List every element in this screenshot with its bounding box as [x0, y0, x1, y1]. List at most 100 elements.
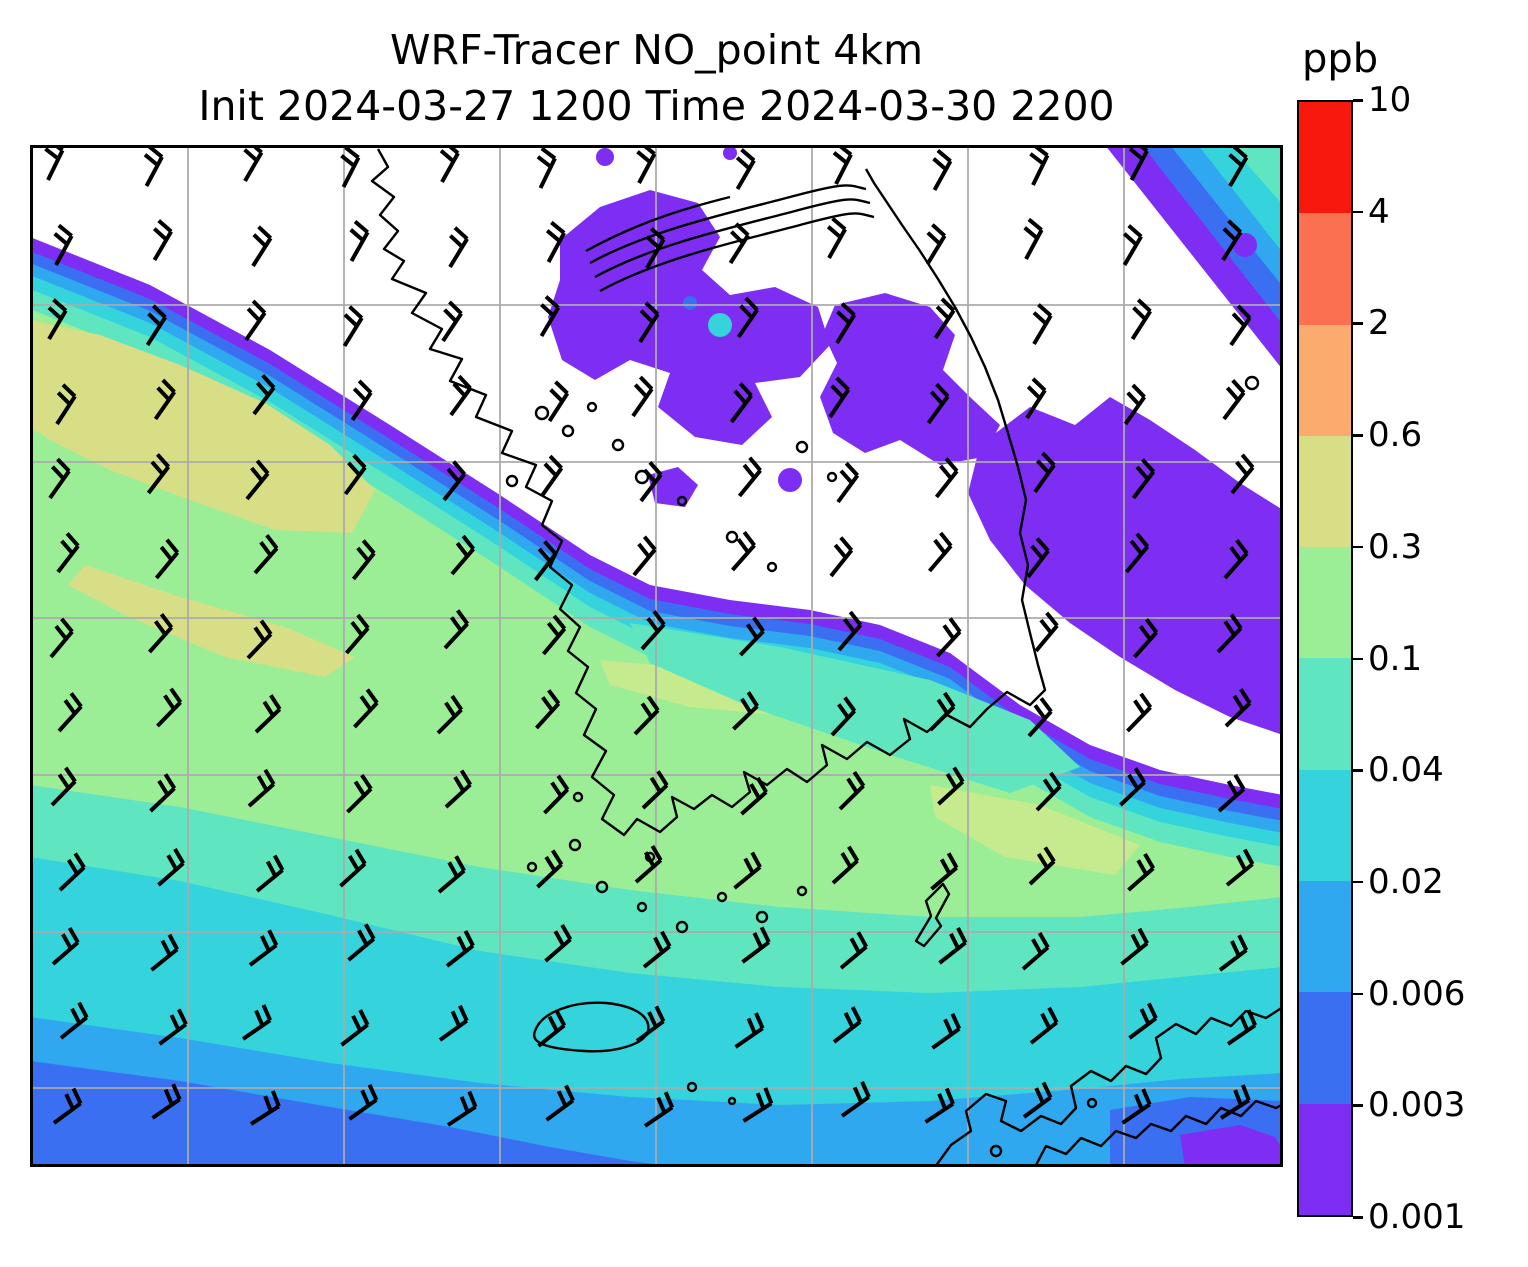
wind-barb [734, 1012, 765, 1049]
colorbar-tick-label: 2 [1368, 303, 1390, 344]
wind-barb [741, 926, 771, 964]
wind-barb [351, 539, 376, 581]
wind-barb [832, 1006, 862, 1044]
wind-barb [931, 1012, 962, 1050]
wind-barb [1026, 537, 1050, 579]
wind-barb [442, 460, 466, 502]
colorbar-segment [1299, 658, 1351, 770]
wind-barb [50, 766, 77, 807]
colorbar-segment [1299, 435, 1351, 548]
wind-barb [1028, 846, 1056, 886]
wind-barb [826, 217, 847, 259]
wind-barb [157, 847, 186, 887]
wind-barb [53, 223, 74, 266]
wind-barb [1120, 927, 1149, 966]
wind-barb [154, 538, 180, 580]
wind-barb [1223, 538, 1249, 580]
colorbar-segment [1299, 1103, 1351, 1215]
wind-barb [640, 610, 666, 651]
wind-barb [938, 927, 968, 965]
wind-barb [543, 774, 570, 815]
wind-barb [342, 305, 364, 348]
wind-barb [541, 614, 567, 656]
colorbar-tick-label: 0.3 [1368, 526, 1423, 567]
wind-barb [437, 855, 466, 894]
wind-barb [146, 453, 171, 495]
colorbar-tickmark [1353, 880, 1363, 884]
plot-subtitle: Init 2024-03-27 1200 Time 2024-03-30 220… [198, 82, 1115, 130]
wind-barb [740, 776, 768, 816]
colorbar-tickmark [1353, 434, 1363, 437]
wind-barb [1035, 771, 1062, 812]
wind-barb [641, 770, 669, 810]
wind-barb [55, 383, 77, 426]
wind-barb [535, 689, 561, 730]
coastlines [370, 148, 1283, 1167]
wind-barb [929, 691, 956, 732]
colorbar-tick-label: 0.02 [1368, 861, 1444, 902]
wind-barb [829, 536, 854, 578]
wind-barb [1033, 451, 1056, 494]
wind-barb [1130, 298, 1152, 341]
colorbar-tick-label: 0.001 [1368, 1197, 1466, 1237]
wind-barb [350, 379, 373, 422]
wind-barb [339, 848, 367, 888]
wind-barb [438, 1004, 469, 1042]
wind-barb [1127, 852, 1156, 892]
wind-barb [148, 613, 174, 654]
wind-barb [1230, 453, 1255, 495]
colorbar-tickmark [1353, 545, 1363, 549]
wind-barb [645, 227, 666, 270]
wind-barb [1119, 767, 1147, 807]
wind-barb [1222, 379, 1246, 421]
wind-barb [149, 773, 177, 813]
wind-barb [445, 930, 475, 968]
wind-barb [1023, 217, 1044, 260]
wind-barb [153, 378, 177, 421]
wind-barb [840, 1081, 871, 1118]
wind-barb [739, 616, 765, 657]
wind-barb [344, 613, 370, 655]
wind-barb [1225, 848, 1255, 887]
colorbar-tick-label: 4 [1368, 191, 1390, 232]
wind-barb [1218, 934, 1249, 972]
wind-barb [1032, 303, 1053, 346]
wind-barb [735, 148, 756, 191]
wind-barb [632, 535, 657, 577]
wind-barb [449, 374, 472, 417]
colorbar-segment [1299, 992, 1351, 1104]
wind-barb [51, 927, 80, 966]
wind-barb [245, 459, 270, 501]
wind-barb [1128, 1002, 1158, 1040]
colorbar-unit-label: ppb [1302, 36, 1379, 82]
wind-barb [346, 773, 373, 814]
wind-barb [926, 382, 950, 425]
wind-barb [933, 297, 956, 340]
wind-barb [1216, 613, 1243, 654]
wind-barb [830, 696, 857, 737]
wind-barb [152, 219, 173, 262]
wind-barb [446, 1090, 478, 1127]
wind-barb [733, 851, 762, 890]
wind-barb [1126, 692, 1153, 733]
colorbar-segment [1299, 213, 1351, 325]
wind-barb [1025, 377, 1047, 420]
wind-barb [143, 145, 164, 187]
wind-barb [444, 769, 472, 809]
wind-barb [924, 1087, 955, 1124]
wind-barb [353, 688, 379, 729]
latlon-gridlines [30, 145, 1283, 1167]
colorbar-segment [1299, 324, 1351, 436]
wind-barb [246, 619, 273, 660]
colorbar-tick-label: 0.006 [1368, 973, 1466, 1014]
wind-barb [450, 534, 476, 576]
wind-barb [436, 694, 464, 735]
wind-barb [547, 380, 570, 423]
wind-barb [59, 1001, 89, 1040]
wind-barb [1217, 773, 1246, 813]
wind-barb [642, 930, 672, 969]
wind-barb [934, 457, 959, 499]
wind-barb [536, 146, 557, 189]
wind-barb [56, 532, 80, 574]
